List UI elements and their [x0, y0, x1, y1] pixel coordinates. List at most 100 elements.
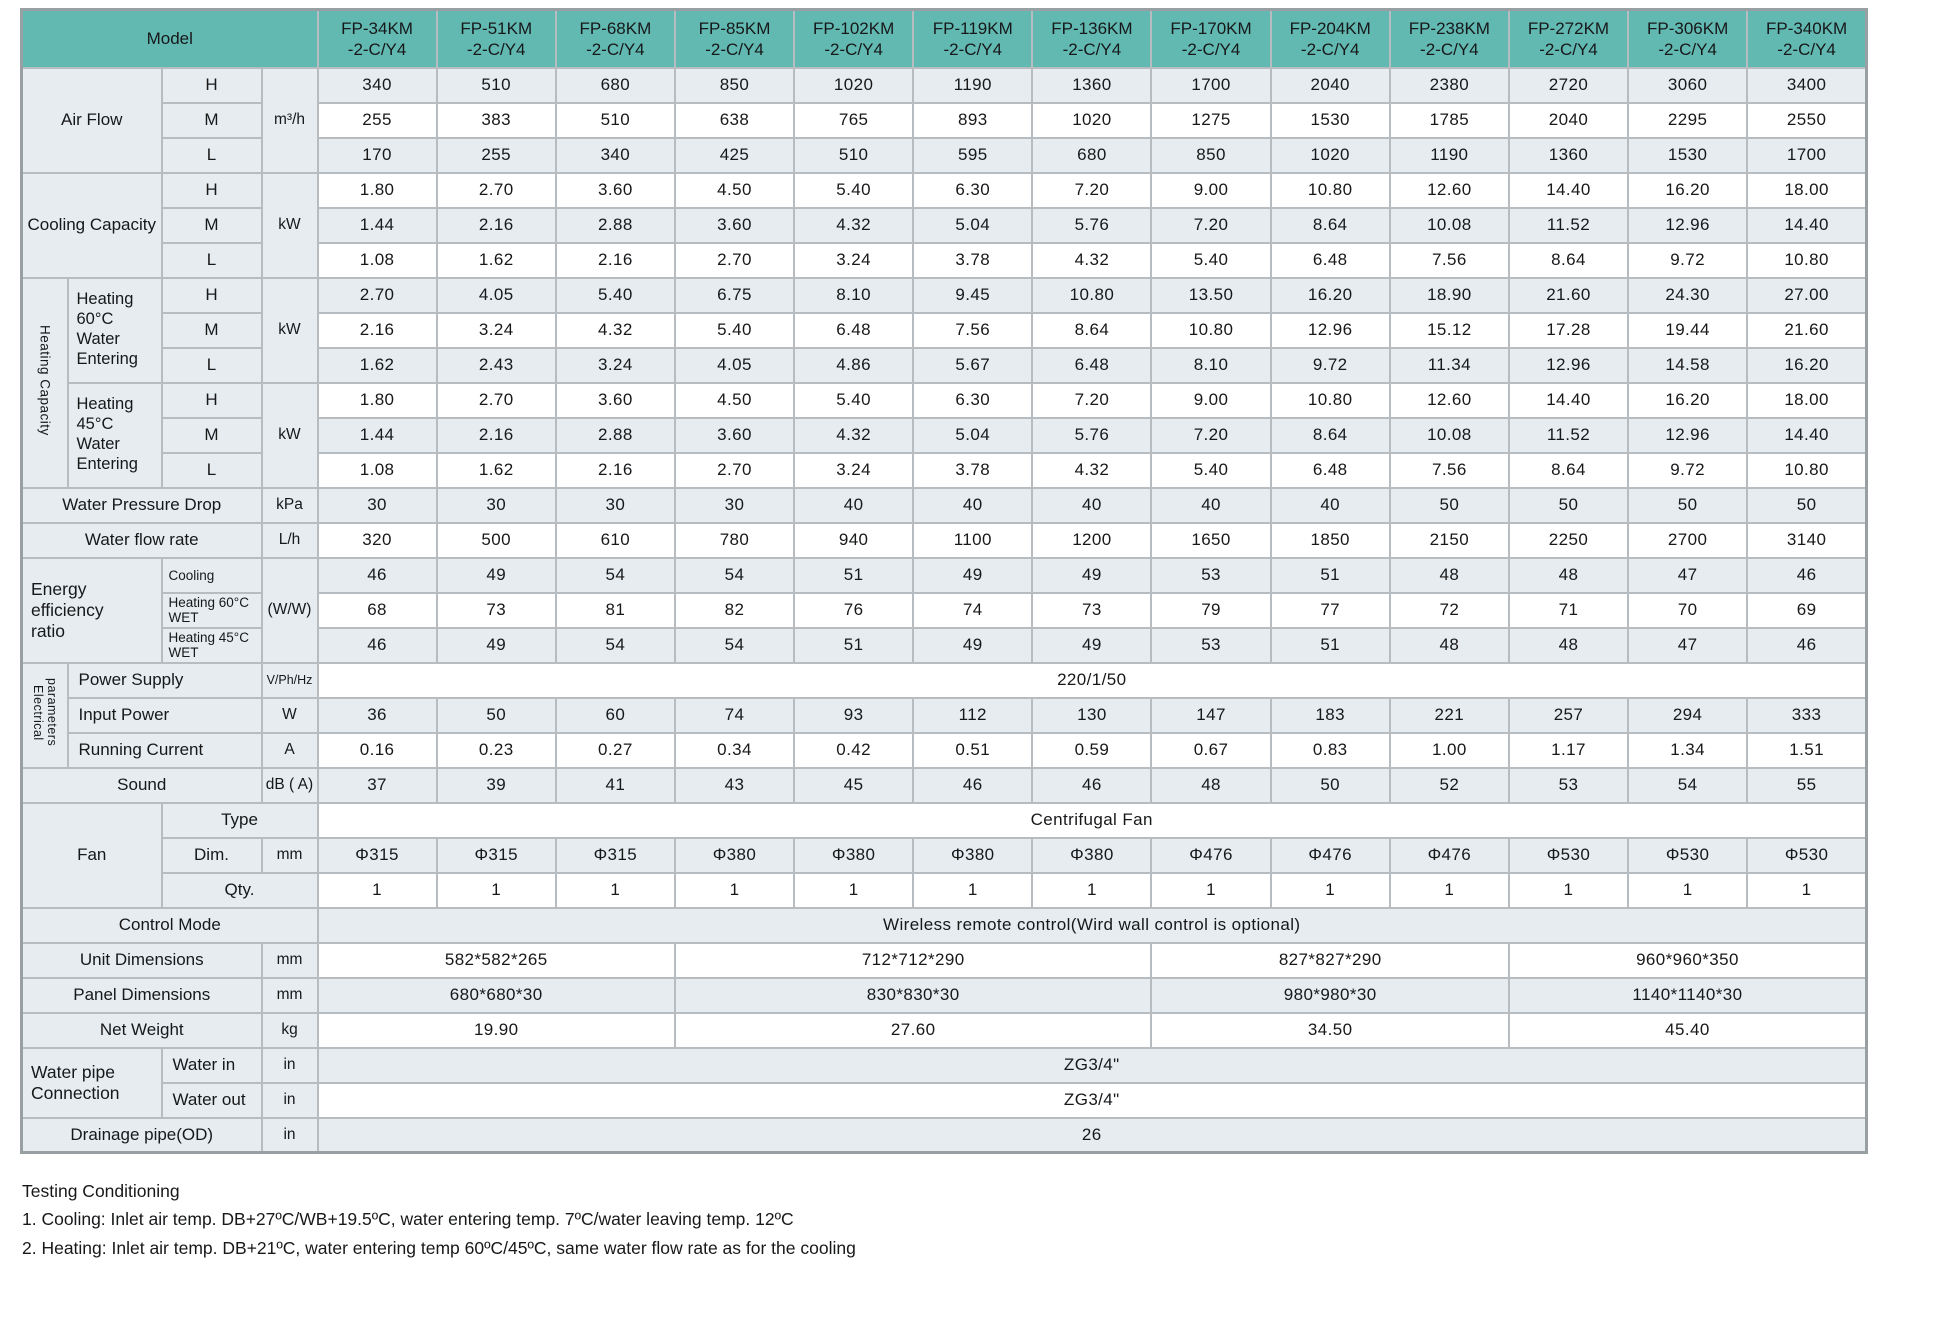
data-cell: 60 [554, 696, 676, 734]
data-cell: 1020 [793, 66, 915, 104]
speed-label: M [160, 101, 263, 139]
data-cell: 5.40 [1150, 451, 1272, 489]
panel-dimensions-group1: 680*680*30 [316, 976, 676, 1014]
data-cell: 48 [1150, 766, 1272, 804]
table-row-water-pressure-drop: Water Pressure Drop kPa 30 30 30 30 40 40 40 40… [20, 486, 1868, 524]
data-cell: 10.80 [1269, 171, 1391, 209]
data-cell: 2040 [1269, 66, 1391, 104]
sound-label: Sound [20, 766, 263, 804]
data-cell: 5.67 [912, 346, 1034, 384]
data-cell: 3.24 [793, 241, 915, 279]
data-cell: 8.64 [1269, 206, 1391, 244]
data-cell: 5.40 [793, 171, 915, 209]
model-header-cell: FP-68KM -2-C/Y4 [554, 8, 676, 69]
data-cell: 4.32 [1031, 451, 1153, 489]
unit-cell: dB ( A) [260, 766, 319, 804]
data-cell: 1700 [1746, 136, 1868, 174]
data-cell: 0.59 [1031, 731, 1153, 769]
data-cell: 3.78 [912, 241, 1034, 279]
data-cell: 10.08 [1388, 206, 1510, 244]
drainage-value: 26 [316, 1116, 1868, 1154]
net-weight-group1: 19.90 [316, 1011, 676, 1049]
eer-cooling-label: Cooling [160, 556, 263, 594]
data-cell: 5.76 [1031, 206, 1153, 244]
data-cell: 6.48 [1269, 451, 1391, 489]
data-cell: 54 [673, 556, 796, 594]
data-cell: 4.32 [1031, 241, 1153, 279]
net-weight-group3: 34.50 [1150, 1011, 1510, 1049]
data-cell: 50 [1746, 486, 1868, 524]
table-row-eer-cooling: Energy efficiency ratio Cooling (W/W) 46… [20, 556, 1868, 664]
data-cell: 15.12 [1388, 311, 1510, 349]
data-cell: 50 [1507, 486, 1630, 524]
data-cell: 46 [1031, 766, 1153, 804]
data-cell: 6.30 [912, 171, 1034, 209]
data-cell: 1 [1388, 871, 1510, 909]
data-cell: 2.88 [554, 206, 676, 244]
data-cell: 10.80 [1150, 311, 1272, 349]
data-cell: 74 [912, 591, 1034, 629]
data-cell: 7.20 [1031, 381, 1153, 419]
table-row-panel-dimensions: Panel Dimensions mm 680*680*30 830*830*3… [20, 976, 1868, 1014]
unit-cell: in [260, 1081, 319, 1119]
data-cell: 1.34 [1627, 731, 1749, 769]
data-cell: 1.62 [435, 451, 557, 489]
data-cell: 1200 [1031, 521, 1153, 559]
data-cell: 1 [435, 871, 557, 909]
eer-label: Energy efficiency ratio [20, 556, 163, 664]
data-cell: 12.96 [1627, 416, 1749, 454]
data-cell: 5.40 [554, 276, 676, 314]
data-cell: 2.70 [316, 276, 438, 314]
data-cell: 2040 [1507, 101, 1630, 139]
unit-cell: in [260, 1116, 319, 1154]
data-cell: 30 [554, 486, 676, 524]
unit-dimensions-group3: 827*827*290 [1150, 941, 1510, 979]
data-cell: 3140 [1746, 521, 1868, 559]
data-cell: 510 [435, 66, 557, 104]
heating-capacity-vertical-text: Heating Capacity [37, 324, 53, 436]
unit-cell: kg [260, 1011, 319, 1049]
data-cell: 6.48 [1031, 346, 1153, 384]
table-row-running-current: Running Current A 0.16 0.23 0.27 0.34 0.42 0.… [22, 731, 1868, 769]
data-cell: 10.80 [1746, 451, 1868, 489]
data-cell: 10.80 [1746, 241, 1868, 279]
data-cell: 1.44 [316, 416, 438, 454]
data-cell: 49 [1031, 626, 1153, 664]
table-row-water-flow-rate: Water flow rate L/h 320 500 610 780 940 1100 1… [20, 521, 1868, 559]
speed-label: L [160, 136, 263, 174]
data-cell: 11.34 [1388, 346, 1510, 384]
speed-label: L [160, 346, 263, 384]
data-cell: 70 [1627, 591, 1749, 629]
data-cell: 1.80 [316, 171, 438, 209]
data-cell: 0.67 [1150, 731, 1272, 769]
data-cell: 19.44 [1627, 311, 1749, 349]
speed-label: H [160, 66, 263, 104]
data-cell: 1.51 [1746, 731, 1868, 769]
data-cell: 3.60 [673, 416, 796, 454]
data-cell: 3.78 [912, 451, 1034, 489]
net-weight-group2: 27.60 [673, 1011, 1153, 1049]
data-cell: 51 [1269, 556, 1391, 594]
data-cell: Φ530 [1746, 836, 1868, 874]
control-mode-value: Wireless remote control(Wird wall contro… [316, 906, 1868, 944]
data-cell: 1360 [1031, 66, 1153, 104]
data-cell: 3.24 [554, 346, 676, 384]
data-cell: 1020 [1269, 136, 1391, 174]
data-cell: 71 [1507, 591, 1630, 629]
unit-cell: mm [260, 976, 319, 1014]
data-cell: 16.20 [1627, 381, 1749, 419]
data-cell: 40 [912, 486, 1034, 524]
data-cell: 12.96 [1627, 206, 1749, 244]
table-row-sound: Sound dB ( A) 37 39 41 43 45 46 46 48 50 52 53 54 55 [20, 766, 1868, 804]
model-header-cell: FP-51KM -2-C/Y4 [435, 8, 557, 69]
data-cell: 5.40 [1150, 241, 1272, 279]
data-cell: 14.40 [1507, 171, 1630, 209]
data-cell: 3.60 [554, 381, 676, 419]
fan-type-label: Type [160, 801, 319, 839]
model-header-cell: FP-34KM -2-C/Y4 [316, 8, 438, 69]
data-cell: 4.05 [673, 346, 796, 384]
data-cell: 2550 [1746, 101, 1868, 139]
data-cell: 7.20 [1031, 171, 1153, 209]
data-cell: 46 [316, 556, 438, 594]
data-cell: 11.52 [1507, 206, 1630, 244]
